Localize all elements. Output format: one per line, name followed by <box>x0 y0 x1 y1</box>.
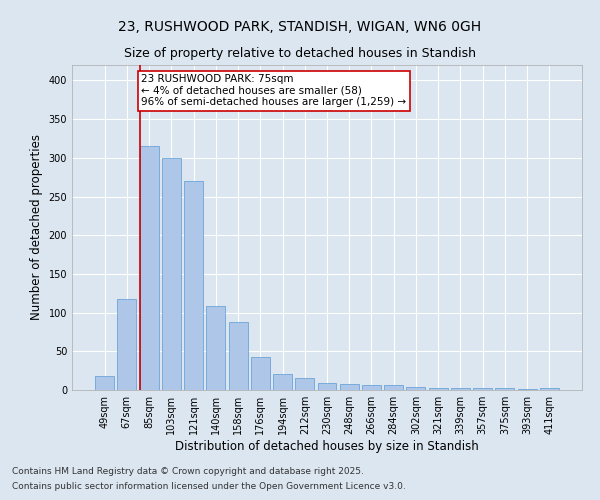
Text: Contains HM Land Registry data © Crown copyright and database right 2025.: Contains HM Land Registry data © Crown c… <box>12 467 364 476</box>
Bar <box>406 387 425 390</box>
Bar <box>229 322 248 390</box>
Bar <box>251 356 270 390</box>
Bar <box>496 388 514 390</box>
Bar <box>317 383 337 390</box>
Bar <box>184 181 203 390</box>
Bar <box>518 389 536 390</box>
Y-axis label: Number of detached properties: Number of detached properties <box>30 134 43 320</box>
Text: Size of property relative to detached houses in Standish: Size of property relative to detached ho… <box>124 48 476 60</box>
Text: 23, RUSHWOOD PARK, STANDISH, WIGAN, WN6 0GH: 23, RUSHWOOD PARK, STANDISH, WIGAN, WN6 … <box>118 20 482 34</box>
Bar <box>95 376 114 390</box>
Bar <box>206 306 225 390</box>
Bar <box>118 298 136 390</box>
Bar <box>384 386 403 390</box>
X-axis label: Distribution of detached houses by size in Standish: Distribution of detached houses by size … <box>175 440 479 453</box>
Bar <box>540 388 559 390</box>
Bar <box>362 384 381 390</box>
Bar <box>429 388 448 390</box>
Bar <box>451 388 470 390</box>
Bar <box>340 384 359 390</box>
Bar <box>162 158 181 390</box>
Bar <box>473 388 492 390</box>
Text: 23 RUSHWOOD PARK: 75sqm
← 4% of detached houses are smaller (58)
96% of semi-det: 23 RUSHWOOD PARK: 75sqm ← 4% of detached… <box>142 74 406 108</box>
Bar <box>140 146 158 390</box>
Text: Contains public sector information licensed under the Open Government Licence v3: Contains public sector information licen… <box>12 482 406 491</box>
Bar <box>295 378 314 390</box>
Bar <box>273 374 292 390</box>
